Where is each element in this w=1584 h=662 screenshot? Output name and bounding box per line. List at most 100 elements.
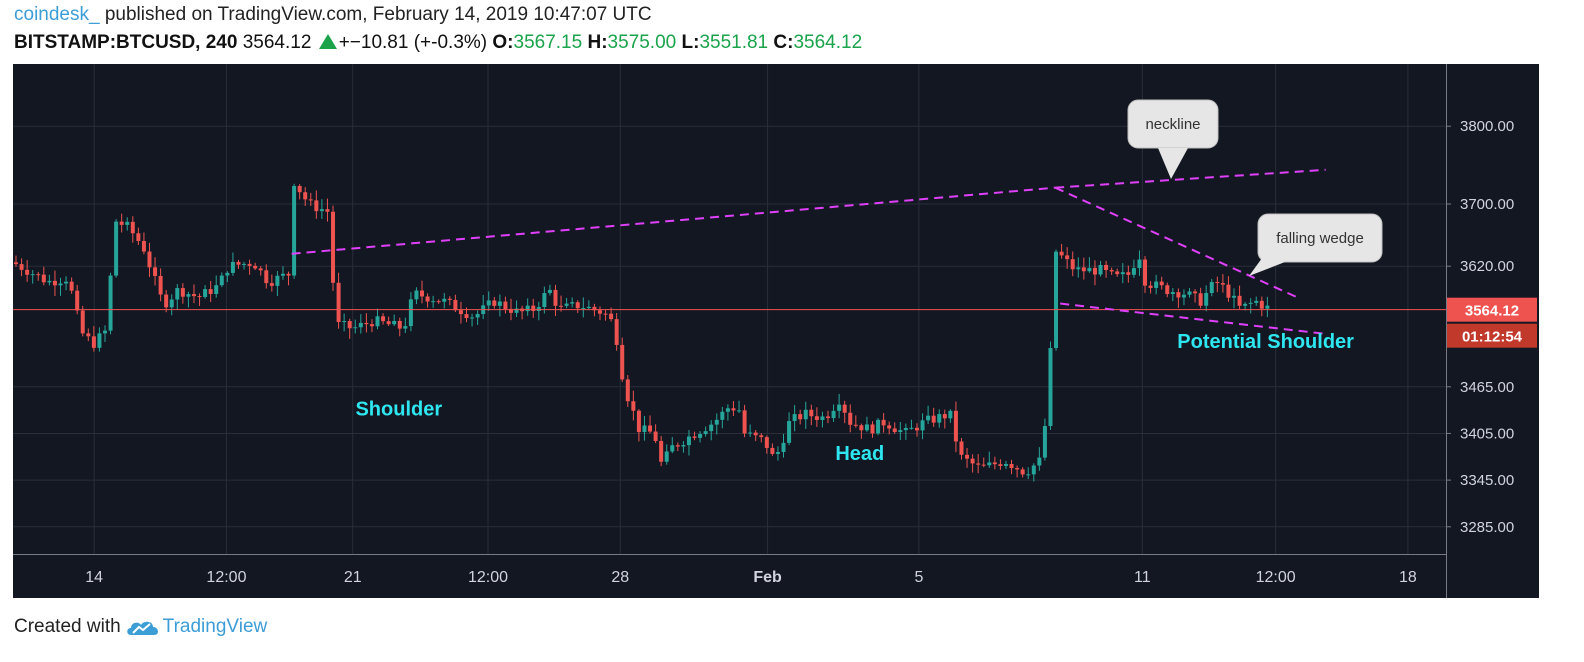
- candle-body: [525, 305, 530, 312]
- candle-body: [1076, 267, 1081, 270]
- candle-body: [1248, 302, 1253, 304]
- tradingview-link[interactable]: TradingView: [162, 616, 268, 637]
- candle-body: [892, 428, 897, 432]
- candle-body: [992, 462, 997, 465]
- candle-body: [1003, 463, 1008, 466]
- candle-body: [759, 435, 764, 438]
- candle-body: [280, 273, 285, 276]
- x-tick-label: 12:00: [1256, 569, 1296, 586]
- candle-body: [180, 288, 185, 297]
- candle-body: [52, 280, 57, 286]
- candle-body: [803, 409, 808, 420]
- open-label: O:: [492, 32, 514, 53]
- candle-body: [1259, 300, 1264, 309]
- candle-body: [1015, 468, 1020, 470]
- candle-body: [425, 296, 430, 302]
- candle-body: [887, 425, 892, 429]
- candle-body: [364, 322, 369, 325]
- candle-body: [703, 431, 708, 435]
- candle-body: [1181, 294, 1186, 298]
- candle-body: [486, 300, 491, 306]
- candle-body: [503, 301, 508, 309]
- candle-body: [436, 301, 441, 303]
- candle-body: [837, 404, 842, 411]
- candle-body: [186, 294, 191, 297]
- candle-body: [903, 427, 908, 431]
- x-tick-label: 28: [611, 569, 629, 586]
- candle-body: [681, 445, 686, 447]
- candle-body: [80, 310, 85, 334]
- candle-body: [1120, 272, 1125, 275]
- candle-body: [1087, 267, 1092, 272]
- candle-body: [970, 458, 975, 464]
- candle-body: [1081, 267, 1086, 272]
- candle-body: [976, 463, 981, 465]
- candle-body: [664, 451, 669, 462]
- candle-body: [714, 419, 719, 425]
- candle-body: [258, 268, 263, 271]
- candle-body: [464, 314, 469, 319]
- candle-body: [553, 289, 558, 306]
- candle-body: [108, 275, 113, 331]
- candle-body: [253, 265, 258, 269]
- candle-body: [208, 289, 213, 294]
- candle-body: [75, 290, 80, 311]
- candle-body: [1159, 281, 1164, 286]
- candle-body: [1176, 292, 1181, 298]
- candle-body: [136, 233, 141, 241]
- callout-box: [1257, 213, 1383, 263]
- candle-body: [931, 415, 936, 423]
- candle-body: [414, 290, 419, 300]
- candle-body: [948, 410, 953, 419]
- callout-neckline: neckline: [1127, 99, 1219, 179]
- candle-body: [570, 302, 575, 304]
- candle-body: [25, 269, 30, 275]
- last-price-tag: [1447, 297, 1537, 322]
- candle-body: [675, 445, 680, 447]
- candle-body: [1020, 469, 1025, 475]
- candle-body: [725, 408, 730, 412]
- candle-body: [191, 294, 196, 297]
- candle-body: [603, 313, 608, 315]
- countdown-tag: [1447, 323, 1537, 348]
- candle-body: [987, 462, 992, 466]
- publisher-name[interactable]: coindesk_: [14, 4, 100, 25]
- candle-body: [214, 285, 219, 294]
- candle-body: [898, 430, 903, 432]
- candle-body: [114, 221, 119, 276]
- candle-body: [642, 425, 647, 433]
- candle-body: [158, 275, 163, 295]
- y-tick-label: 3345.00: [1460, 472, 1514, 489]
- candle-body: [864, 424, 869, 431]
- annotation-label: Head: [835, 443, 884, 465]
- published-text: published on TradingView.com, February 1…: [104, 4, 652, 25]
- candle-body: [508, 308, 513, 313]
- candle-body: [30, 274, 35, 276]
- y-tick-label: 3465.00: [1460, 379, 1514, 396]
- close-value: 3564.12: [793, 32, 863, 53]
- candle-body: [831, 410, 836, 419]
- candle-body: [453, 299, 458, 311]
- x-tick-label: 21: [344, 569, 362, 586]
- candle-body: [319, 209, 324, 212]
- candle-body: [586, 306, 591, 309]
- candle-body: [737, 410, 742, 412]
- candle-body: [247, 263, 252, 266]
- price-chart[interactable]: 3800.00 3700.00 3620.00 3465.00 3405.00 3345.…: [13, 64, 1539, 598]
- candle-body: [308, 199, 313, 201]
- candle-body: [420, 290, 425, 297]
- created-with-text: Created with: [14, 616, 121, 637]
- candle-body: [625, 379, 630, 402]
- candle-body: [859, 425, 864, 431]
- candle-body: [748, 432, 753, 434]
- candle-body: [742, 410, 747, 434]
- candle-body: [470, 317, 475, 319]
- x-tick-label: 11: [1134, 569, 1151, 586]
- up-triangle-icon: [318, 34, 337, 49]
- candle-body: [1165, 285, 1170, 295]
- candle-body: [230, 261, 235, 273]
- candle-body: [1226, 284, 1231, 298]
- candle-body: [458, 310, 463, 315]
- candle-body: [47, 280, 52, 283]
- candle-body: [536, 307, 541, 312]
